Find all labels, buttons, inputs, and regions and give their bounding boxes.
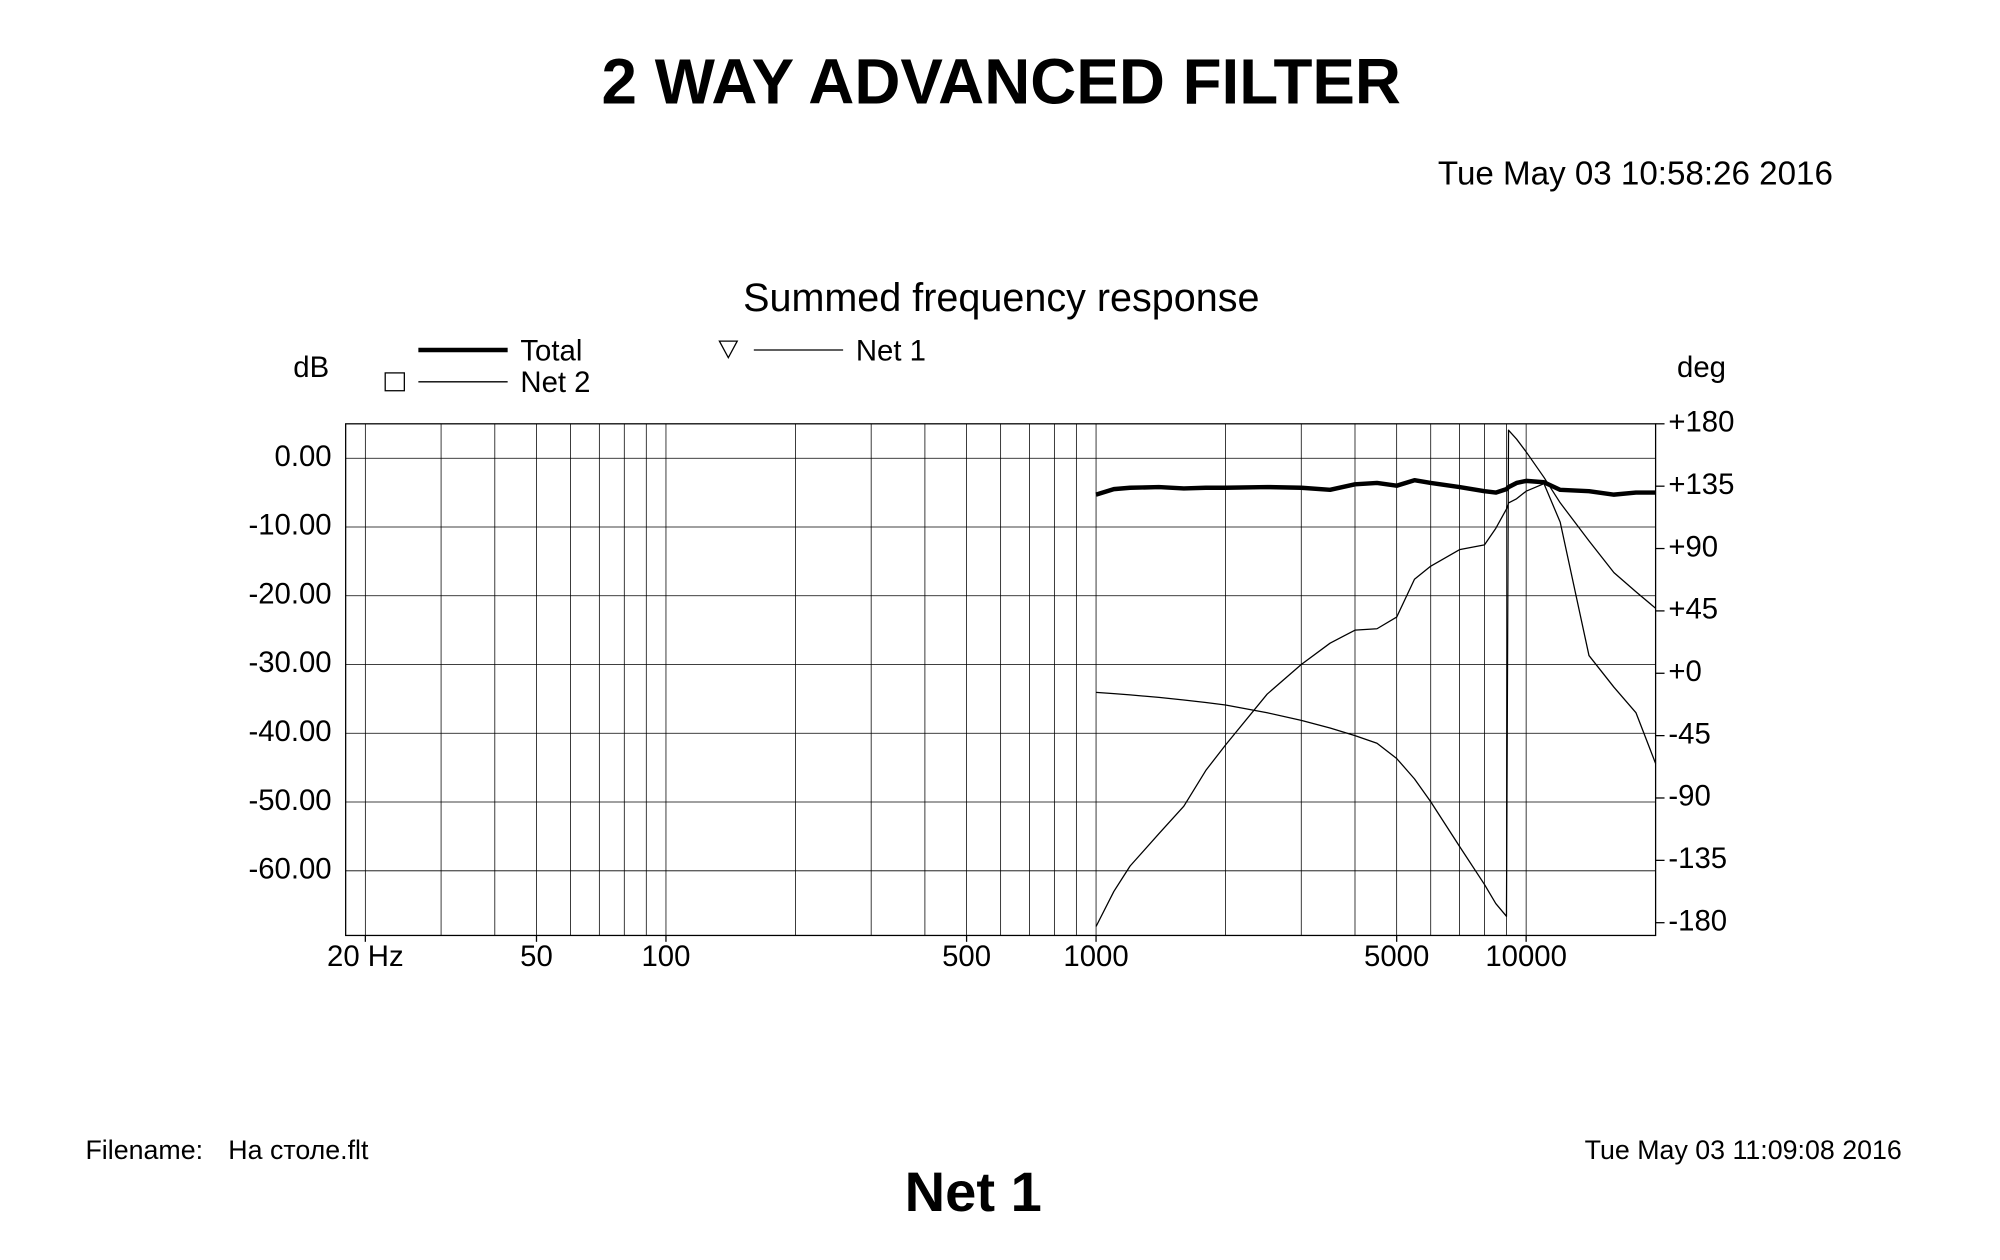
x-tick-label: 5000 [1364,940,1429,973]
y2-tick-label: +0 [1668,655,1701,688]
y2-tick-label: -180 [1668,904,1727,937]
y-tick-label: -40.00 [248,715,331,748]
y2-tick-label: -90 [1668,780,1710,813]
y2-tick-label: -135 [1668,842,1727,875]
y-tick-label: 0.00 [275,440,332,473]
legend-label: Net 1 [856,334,926,367]
legend-marker [718,340,739,359]
footer-date: Tue May 03 11:09:08 2016 [1585,1135,1902,1165]
y2-tick-label: +90 [1668,530,1718,563]
y-tick-label: -60.00 [248,853,331,886]
filename-label: Filename: [85,1135,203,1165]
y2-tick-label: +135 [1668,468,1734,501]
x-tick-label: 50 [520,940,553,973]
chart-subtitle: Summed frequency response [743,276,1259,320]
series-line [1095,477,1656,497]
series-line [1095,483,1657,927]
x-tick-label: 20 Hz [327,940,404,973]
y2-tick-label: +45 [1668,593,1718,626]
y-tick-label: -50.00 [248,784,331,817]
y-tick-label: -10.00 [248,509,331,542]
filename: На столе.flt [228,1135,369,1165]
series-line [1096,429,1657,917]
chart-title: 2 WAY ADVANCED FILTER [602,46,1401,117]
y-tick-label: -20.00 [248,577,331,610]
y-axis-label: dB [293,351,329,384]
y2-tick-label: -45 [1668,717,1710,750]
y2-axis-label: deg [1677,351,1726,384]
legend-marker [384,372,405,392]
legend-label: Net 2 [520,366,590,399]
date: Tue May 03 10:58:26 2016 [1438,155,1833,192]
y-tick-label: -30.00 [248,646,331,679]
x-tick-label: 100 [641,940,690,973]
x-tick-label: 500 [942,940,991,973]
y2-tick-label: +180 [1668,406,1734,439]
footer-title: Net 1 [905,1160,1042,1223]
legend-label: Total [520,334,582,367]
x-tick-label: 1000 [1063,940,1128,973]
x-tick-label: 10000 [1485,940,1567,973]
